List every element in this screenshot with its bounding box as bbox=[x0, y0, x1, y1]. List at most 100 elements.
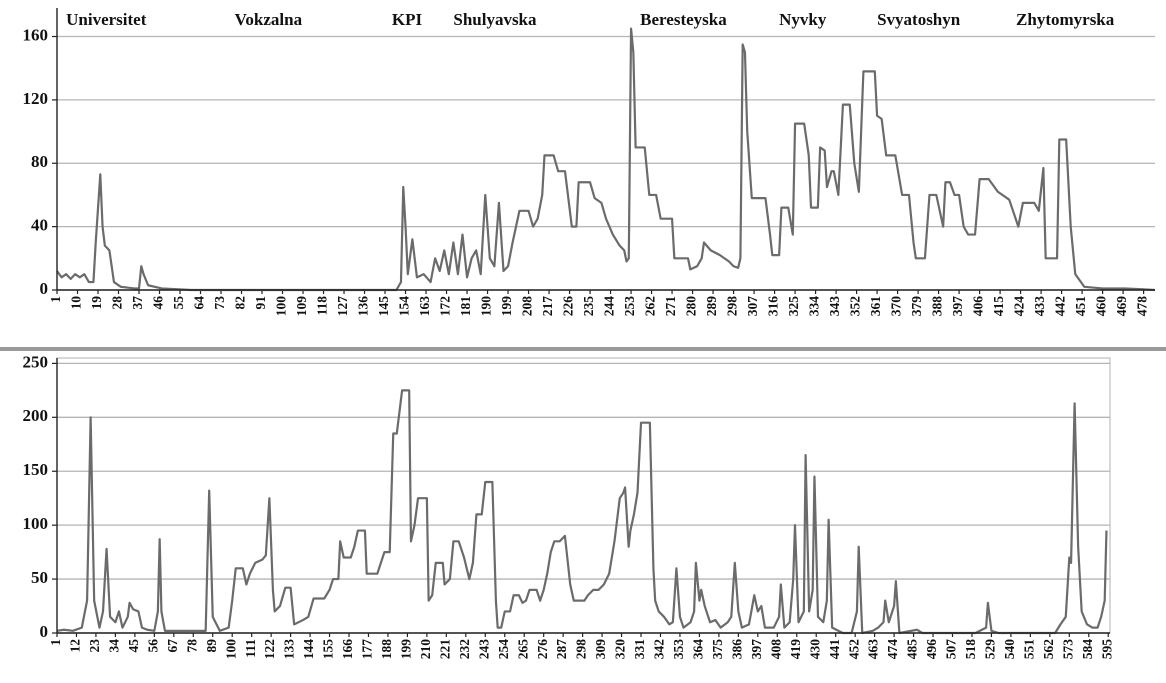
x-tick-label: 1 bbox=[48, 296, 63, 303]
x-tick-label: 551 bbox=[1021, 639, 1036, 660]
station-label: Nyvky bbox=[779, 10, 827, 29]
x-tick-label: 343 bbox=[827, 296, 842, 317]
x-tick-label: 316 bbox=[766, 296, 781, 317]
x-tick-label: 276 bbox=[535, 639, 550, 660]
x-tick-label: 452 bbox=[846, 639, 861, 660]
x-tick-label: 364 bbox=[691, 639, 706, 660]
x-tick-label: 353 bbox=[671, 639, 686, 660]
x-tick-label: 82 bbox=[233, 296, 248, 310]
y-tick-label: 80 bbox=[31, 152, 48, 171]
station-label: Beresteyska bbox=[640, 10, 727, 29]
x-tick-label: 34 bbox=[106, 639, 121, 653]
x-tick-label: 496 bbox=[924, 639, 939, 660]
x-tick-label: 221 bbox=[437, 639, 452, 660]
x-tick-label: 243 bbox=[476, 639, 491, 660]
y-tick-label: 50 bbox=[31, 568, 48, 587]
y-tick-label: 40 bbox=[31, 216, 48, 235]
x-tick-label: 217 bbox=[540, 296, 555, 317]
x-tick-label: 28 bbox=[110, 296, 125, 310]
x-tick-label: 307 bbox=[745, 296, 760, 317]
x-tick-label: 331 bbox=[632, 639, 647, 660]
x-tick-label: 271 bbox=[663, 296, 678, 317]
station-label: Zhytomyrska bbox=[1016, 10, 1115, 29]
x-tick-label: 433 bbox=[1032, 296, 1047, 317]
x-tick-label: 415 bbox=[991, 296, 1006, 317]
station-label: Vokzalna bbox=[235, 10, 303, 29]
x-tick-label: 118 bbox=[315, 296, 330, 316]
x-tick-label: 56 bbox=[145, 639, 160, 653]
x-tick-label: 37 bbox=[130, 296, 145, 310]
x-tick-label: 55 bbox=[171, 296, 186, 310]
x-tick-label: 469 bbox=[1114, 296, 1129, 317]
x-tick-label: 67 bbox=[165, 639, 180, 653]
x-tick-label: 181 bbox=[458, 296, 473, 317]
x-tick-label: 254 bbox=[496, 639, 511, 660]
x-tick-label: 172 bbox=[438, 296, 453, 317]
x-tick-label: 122 bbox=[262, 639, 277, 660]
x-tick-label: 154 bbox=[397, 296, 412, 317]
x-tick-label: 463 bbox=[866, 639, 881, 660]
x-tick-label: 298 bbox=[725, 296, 740, 317]
data-line bbox=[56, 27, 1156, 292]
x-tick-label: 280 bbox=[684, 296, 699, 317]
y-tick-label: 200 bbox=[23, 406, 49, 425]
y-tick-label: 100 bbox=[23, 514, 49, 533]
y-tick-label: 120 bbox=[23, 89, 49, 108]
x-tick-label: 406 bbox=[971, 296, 986, 317]
x-tick-label: 253 bbox=[622, 296, 637, 317]
x-tick-label: 45 bbox=[126, 639, 141, 653]
x-tick-label: 298 bbox=[574, 639, 589, 660]
x-tick-label: 232 bbox=[457, 639, 472, 660]
x-tick-label: 460 bbox=[1094, 296, 1109, 317]
x-tick-label: 23 bbox=[87, 639, 102, 653]
x-tick-label: 419 bbox=[788, 639, 803, 660]
station-label: KPI bbox=[392, 10, 423, 29]
y-tick-label: 150 bbox=[23, 460, 49, 479]
x-tick-label: 109 bbox=[294, 296, 309, 317]
x-tick-label: 352 bbox=[848, 296, 863, 317]
x-tick-label: 518 bbox=[963, 639, 978, 660]
x-tick-label: 155 bbox=[321, 639, 336, 660]
x-tick-label: 144 bbox=[301, 639, 316, 660]
x-tick-label: 166 bbox=[340, 639, 355, 660]
x-tick-label: 265 bbox=[515, 639, 530, 660]
x-tick-label: 397 bbox=[749, 639, 764, 660]
x-tick-label: 262 bbox=[643, 296, 658, 317]
x-tick-label: 133 bbox=[282, 639, 297, 660]
x-tick-label: 190 bbox=[479, 296, 494, 317]
x-tick-label: 208 bbox=[520, 296, 535, 317]
x-tick-label: 19 bbox=[89, 296, 104, 310]
x-tick-label: 309 bbox=[593, 639, 608, 660]
y-tick-label: 0 bbox=[40, 622, 49, 641]
x-tick-label: 584 bbox=[1080, 639, 1095, 660]
x-tick-label: 145 bbox=[376, 296, 391, 317]
x-tick-label: 177 bbox=[360, 639, 375, 660]
x-tick-label: 46 bbox=[151, 296, 166, 310]
x-tick-label: 10 bbox=[69, 296, 84, 310]
x-tick-label: 100 bbox=[223, 639, 238, 660]
x-tick-label: 441 bbox=[827, 639, 842, 660]
x-tick-label: 485 bbox=[905, 639, 920, 660]
x-tick-label: 451 bbox=[1073, 296, 1088, 317]
x-tick-label: 199 bbox=[499, 296, 514, 317]
x-tick-label: 474 bbox=[885, 639, 900, 660]
x-tick-label: 226 bbox=[561, 296, 576, 317]
station-label: Universitet bbox=[66, 10, 147, 29]
x-tick-label: 91 bbox=[253, 296, 268, 310]
x-tick-label: 379 bbox=[909, 296, 924, 317]
x-tick-label: 64 bbox=[192, 296, 207, 310]
x-tick-label: 136 bbox=[356, 296, 371, 317]
y-tick-label: 160 bbox=[23, 25, 49, 44]
x-tick-label: 287 bbox=[554, 639, 569, 660]
x-tick-label: 386 bbox=[729, 639, 744, 660]
x-tick-label: 1 bbox=[48, 639, 63, 646]
x-tick-label: 111 bbox=[243, 639, 258, 658]
x-tick-label: 370 bbox=[889, 296, 904, 317]
x-tick-label: 163 bbox=[417, 296, 432, 317]
x-tick-label: 540 bbox=[1002, 639, 1017, 660]
x-tick-label: 342 bbox=[652, 639, 667, 660]
x-tick-label: 361 bbox=[868, 296, 883, 317]
x-tick-label: 388 bbox=[930, 296, 945, 317]
x-tick-label: 73 bbox=[212, 296, 227, 310]
